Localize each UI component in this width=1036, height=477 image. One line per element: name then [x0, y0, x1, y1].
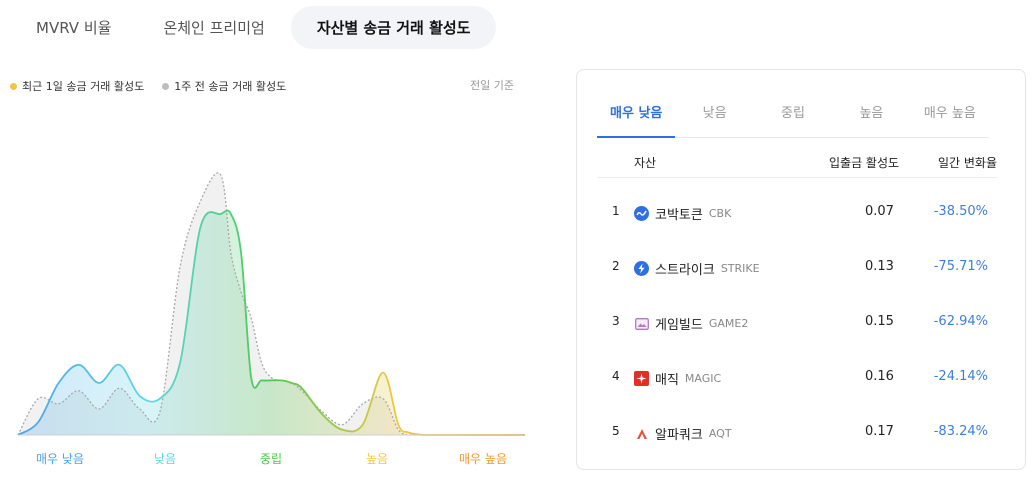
x-tick-label: 높음: [365, 452, 389, 466]
row-asset[interactable]: 코박토큰 CBK: [634, 204, 731, 223]
table-row[interactable]: 4 매직 MAGIC 0.16 -24.14%: [597, 349, 997, 404]
row-asset-name: 게임빌드: [655, 318, 703, 333]
legend-week: 1주 전 송금 거래 활성도: [162, 78, 286, 94]
legend-recent: 최근 1일 송금 거래 활성도: [10, 78, 144, 94]
row-asset[interactable]: 게임빌드 GAME2: [634, 314, 748, 333]
row-asset-symbol: MAGIC: [684, 372, 722, 385]
header-activity: 입출금 활성도: [829, 156, 900, 170]
row-activity: 0.07: [865, 204, 894, 219]
row-change: -24.14%: [933, 369, 988, 384]
table-header: 자산 입출금 활성도 일간 변화율: [597, 148, 997, 178]
row-asset-name: 코박토큰: [655, 208, 703, 223]
basis-label: 전일 기준: [470, 79, 514, 92]
table-row[interactable]: 2 스트라이크 STRIKE 0.13 -75.71%: [597, 239, 997, 294]
row-change: -62.94%: [933, 314, 988, 329]
legend-week-dot: [162, 82, 170, 90]
table-row[interactable]: 1 코박토큰 CBK 0.07 -38.50%: [597, 184, 997, 239]
chart-legend: 최근 1일 송금 거래 활성도 1주 전 송금 거래 활성도: [10, 78, 286, 94]
tab-asset-transfer-activity[interactable]: 자산별 송금 거래 활성도: [290, 6, 497, 49]
asset-ranking-panel: 매우 낮음 낮음 중립 높음 매우 높음 자산 입출금 활성도 일간 변화율 1…: [576, 69, 1026, 470]
row-activity: 0.13: [865, 259, 894, 274]
row-change: -75.71%: [933, 259, 988, 274]
table-row[interactable]: 3 게임빌드 GAME2 0.15 -62.94%: [597, 294, 997, 349]
row-change: -38.50%: [933, 204, 988, 219]
table-row[interactable]: 5 알파쿼크 AQT 0.17 -83.24%: [597, 404, 997, 459]
row-asset-symbol: AQT: [708, 427, 732, 440]
cbk-coin-icon: [634, 206, 649, 221]
activity-level-tabs: 매우 낮음 낮음 중립 높음 매우 높음: [597, 98, 989, 138]
series-recent-area: [18, 210, 525, 435]
row-asset-name: 매직: [655, 373, 679, 388]
alpha-triangle-icon: [634, 426, 649, 441]
panel-tab-very-high[interactable]: 매우 높음: [923, 106, 976, 121]
magic-spark-icon: [634, 371, 649, 386]
tab-mvrv[interactable]: MVRV 비율: [36, 19, 112, 37]
header-asset: 자산: [634, 156, 657, 170]
x-tick-label: 중립: [259, 452, 283, 466]
row-asset-name: 스트라이크: [655, 263, 715, 278]
row-activity: 0.15: [865, 314, 894, 329]
image-frame-icon: [634, 316, 649, 331]
legend-week-label: 1주 전 송금 거래 활성도: [174, 80, 287, 93]
header-change: 일간 변화율: [937, 156, 997, 170]
x-tick-label: 매우 낮음: [36, 452, 84, 466]
panel-tab-neutral[interactable]: 중립: [781, 106, 805, 121]
tab-onchain-premium[interactable]: 온체인 프리미엄: [163, 19, 265, 37]
asset-table-body: 1 코박토큰 CBK 0.07 -38.50% 2 스트라이크 STRIKE 0…: [597, 184, 997, 459]
row-asset[interactable]: 스트라이크 STRIKE: [634, 259, 760, 278]
indicator-tabs: MVRV 비율 온체인 프리미엄 자산별 송금 거래 활성도: [10, 6, 497, 49]
panel-tab-high[interactable]: 높음: [859, 106, 884, 121]
row-change: -83.24%: [933, 424, 988, 439]
x-tick-label: 낮음: [153, 452, 177, 466]
row-asset-symbol: CBK: [708, 207, 732, 220]
row-rank: 2: [612, 259, 620, 273]
row-rank: 1: [612, 204, 620, 218]
row-rank: 4: [612, 369, 620, 383]
row-asset[interactable]: 알파쿼크 AQT: [634, 424, 732, 443]
activity-distribution-chart: [17, 172, 525, 436]
x-axis-labels: 매우 낮음 낮음 중립 높음 매우 높음: [0, 450, 540, 468]
legend-recent-label: 최근 1일 송금 거래 활성도: [22, 80, 145, 93]
row-rank: 3: [612, 314, 620, 328]
row-activity: 0.16: [865, 369, 894, 384]
x-tick-label: 매우 높음: [459, 452, 507, 466]
row-activity: 0.17: [865, 424, 894, 439]
row-asset-symbol: STRIKE: [720, 262, 760, 275]
lightning-icon: [634, 261, 649, 276]
row-asset[interactable]: 매직 MAGIC: [634, 369, 721, 388]
legend-recent-dot: [10, 82, 17, 90]
panel-tab-very-low[interactable]: 매우 낮음: [597, 98, 676, 138]
row-asset-name: 알파쿼크: [655, 428, 703, 443]
row-asset-symbol: GAME2: [708, 317, 749, 330]
row-rank: 5: [612, 424, 620, 438]
panel-tab-low[interactable]: 낮음: [702, 106, 727, 121]
